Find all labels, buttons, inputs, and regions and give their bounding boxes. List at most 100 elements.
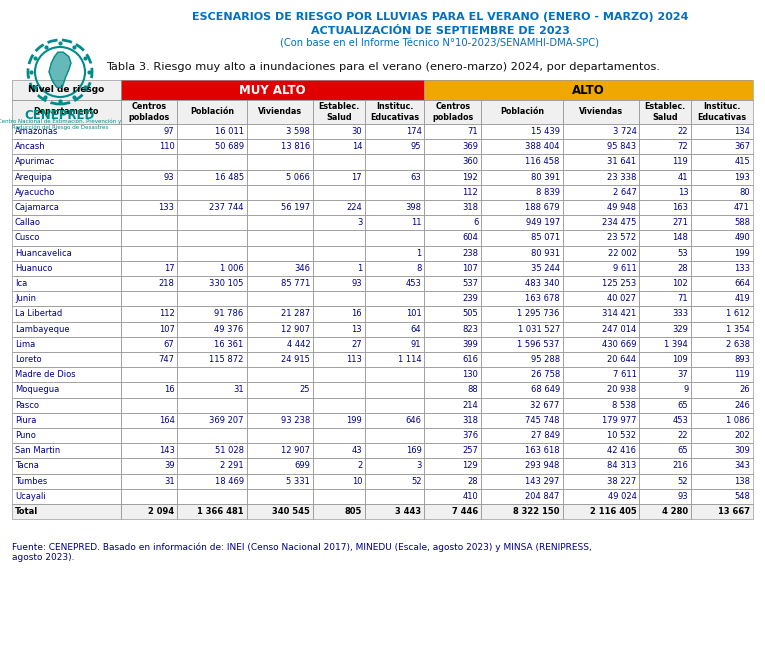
Bar <box>246 261 314 276</box>
Text: Tabla 3. Riesgo muy alto a inundaciones para el verano (enero-marzo) 2024, por d: Tabla 3. Riesgo muy alto a inundaciones … <box>106 62 660 72</box>
Bar <box>12 367 121 382</box>
Bar <box>365 306 425 322</box>
Text: 20 644: 20 644 <box>607 355 636 364</box>
Text: Ayacucho: Ayacucho <box>15 188 55 197</box>
Bar <box>121 474 177 489</box>
Bar <box>481 230 563 245</box>
Text: 188 679: 188 679 <box>526 203 560 212</box>
Bar <box>365 215 425 230</box>
Text: Callao: Callao <box>15 218 41 227</box>
Bar <box>177 215 246 230</box>
Bar <box>481 398 563 413</box>
Text: 9: 9 <box>683 386 688 394</box>
Bar <box>640 139 692 155</box>
Bar <box>692 458 753 474</box>
Bar <box>640 261 692 276</box>
Text: Centros
poblados: Centros poblados <box>129 102 170 122</box>
Bar <box>425 291 481 306</box>
Bar <box>481 276 563 291</box>
Text: 26: 26 <box>740 386 750 394</box>
Bar <box>640 100 692 124</box>
Text: 95 843: 95 843 <box>607 142 636 151</box>
Bar <box>246 444 314 458</box>
Bar <box>425 382 481 398</box>
Text: 12 907: 12 907 <box>282 446 311 456</box>
Bar <box>640 155 692 169</box>
Text: 199: 199 <box>347 416 362 425</box>
Bar <box>121 504 177 519</box>
Text: 745 748: 745 748 <box>526 416 560 425</box>
Bar <box>365 382 425 398</box>
Bar <box>365 215 425 230</box>
Bar <box>365 261 425 276</box>
Bar <box>12 322 121 337</box>
Bar <box>121 367 177 382</box>
Text: 346: 346 <box>295 264 311 273</box>
Bar <box>640 276 692 291</box>
Bar <box>177 261 246 276</box>
Bar <box>563 139 640 155</box>
Bar <box>314 291 365 306</box>
Bar <box>121 322 177 337</box>
Bar <box>640 215 692 230</box>
Bar <box>121 169 177 185</box>
Text: 2 116 405: 2 116 405 <box>590 507 636 516</box>
Bar <box>692 474 753 489</box>
Text: 18 469: 18 469 <box>214 476 243 486</box>
Bar <box>425 337 481 352</box>
Bar <box>365 413 425 428</box>
Text: 6: 6 <box>473 218 478 227</box>
Bar <box>640 489 692 504</box>
Text: 3 598: 3 598 <box>286 127 311 136</box>
Bar <box>177 444 246 458</box>
Text: 505: 505 <box>463 310 478 319</box>
Bar <box>12 337 121 352</box>
Bar <box>121 100 177 124</box>
Bar <box>365 185 425 200</box>
Bar <box>314 245 365 261</box>
Bar <box>121 80 425 100</box>
Text: 43: 43 <box>352 446 362 456</box>
Bar <box>246 458 314 474</box>
Bar <box>563 398 640 413</box>
Bar <box>563 474 640 489</box>
Bar <box>692 100 753 124</box>
Bar <box>692 124 753 139</box>
Text: 179 977: 179 977 <box>602 416 636 425</box>
Bar <box>121 124 177 139</box>
Bar <box>692 261 753 276</box>
Bar <box>563 230 640 245</box>
Bar <box>425 444 481 458</box>
Bar <box>563 124 640 139</box>
Text: Huanuco: Huanuco <box>15 264 52 273</box>
Text: 330 105: 330 105 <box>210 279 243 288</box>
Bar <box>692 398 753 413</box>
Bar <box>12 489 121 504</box>
Text: 22: 22 <box>678 431 688 440</box>
Text: 134: 134 <box>734 127 750 136</box>
Bar <box>12 474 121 489</box>
Bar <box>365 474 425 489</box>
Text: 453: 453 <box>405 279 422 288</box>
Text: 8 839: 8 839 <box>536 188 560 197</box>
Bar <box>640 245 692 261</box>
Bar <box>246 367 314 382</box>
Text: 28: 28 <box>467 476 478 486</box>
Bar <box>692 139 753 155</box>
Bar <box>425 230 481 245</box>
Bar <box>246 322 314 337</box>
Bar <box>692 230 753 245</box>
Bar <box>365 489 425 504</box>
Bar <box>314 100 365 124</box>
Bar <box>365 155 425 169</box>
Text: 4 280: 4 280 <box>662 507 688 516</box>
Bar <box>640 382 692 398</box>
Bar <box>246 352 314 367</box>
Bar <box>563 322 640 337</box>
Text: 234 475: 234 475 <box>602 218 636 227</box>
Bar <box>177 474 246 489</box>
Bar <box>640 367 692 382</box>
Bar <box>481 382 563 398</box>
Text: 85 771: 85 771 <box>281 279 311 288</box>
Text: 50 689: 50 689 <box>214 142 243 151</box>
